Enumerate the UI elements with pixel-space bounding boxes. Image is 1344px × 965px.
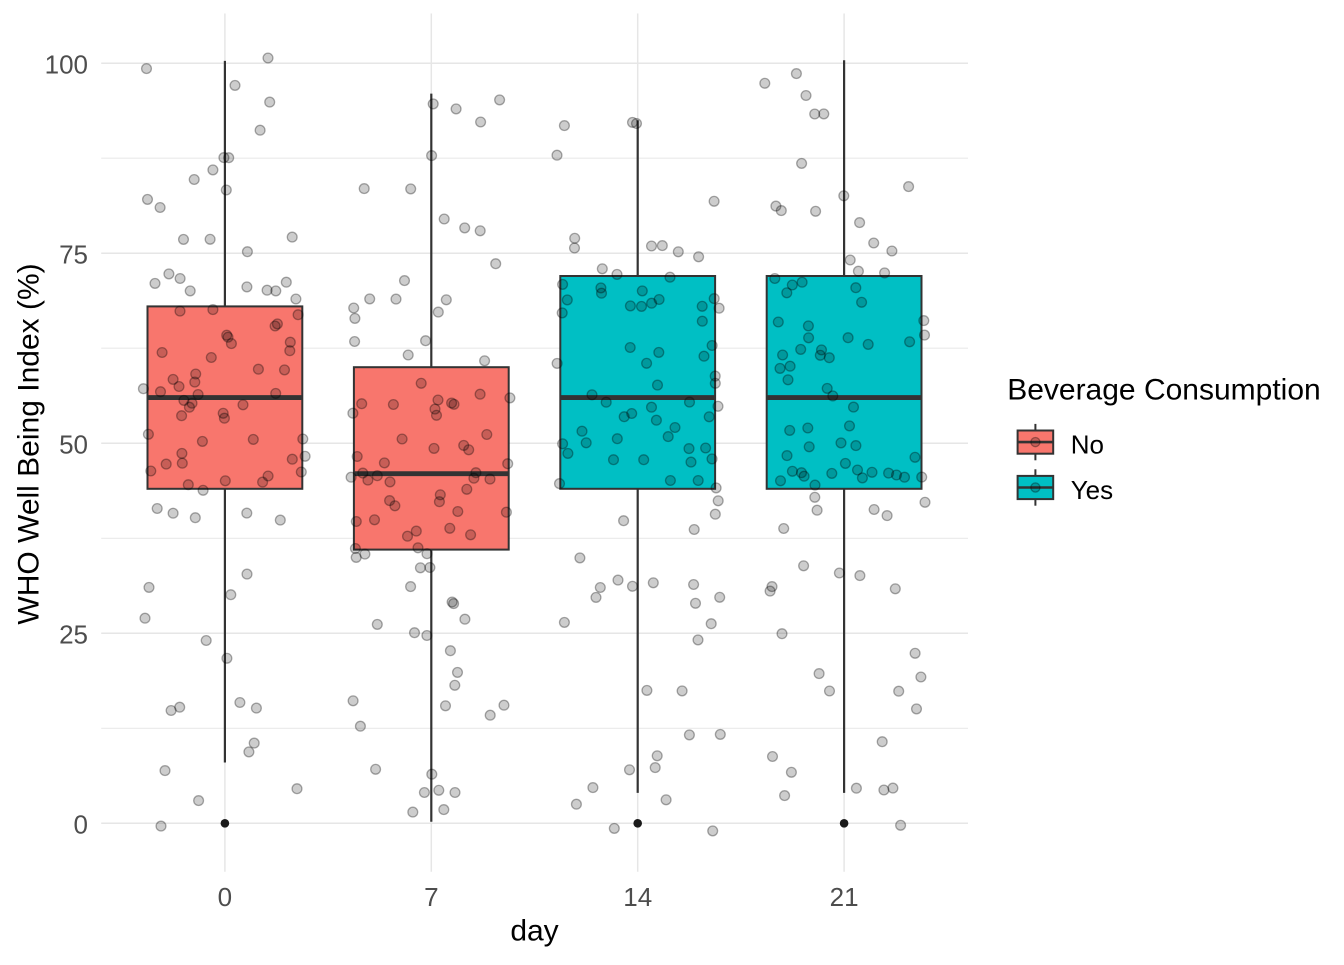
svg-text:21: 21 xyxy=(830,882,859,912)
svg-text:25: 25 xyxy=(59,620,88,650)
svg-text:0: 0 xyxy=(218,882,232,912)
svg-text:75: 75 xyxy=(59,240,88,270)
svg-text:Beverage Consumption: Beverage Consumption xyxy=(1007,373,1321,406)
svg-text:14: 14 xyxy=(623,882,652,912)
svg-text:No: No xyxy=(1071,429,1104,459)
svg-text:50: 50 xyxy=(59,430,88,460)
svg-text:0: 0 xyxy=(74,810,88,840)
svg-text:100: 100 xyxy=(45,50,88,80)
svg-text:day: day xyxy=(510,914,558,947)
svg-text:WHO Well Being Index (%): WHO Well Being Index (%) xyxy=(12,263,45,624)
svg-text:7: 7 xyxy=(424,882,438,912)
svg-text:Yes: Yes xyxy=(1071,475,1113,505)
